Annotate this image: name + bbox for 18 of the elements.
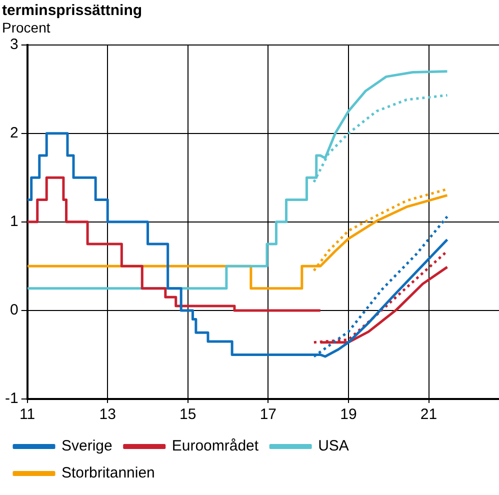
- chart-title: terminsprissättning: [2, 2, 142, 20]
- y-tick-label: 0: [10, 302, 18, 319]
- x-tick-label: 13: [99, 406, 116, 424]
- legend-label: Sverige: [62, 438, 112, 455]
- x-tick-label: 17: [260, 406, 277, 424]
- x-tick-label: 19: [340, 406, 357, 424]
- x-tick-label: 21: [420, 406, 438, 424]
- y-tick-label: 2: [10, 124, 18, 142]
- x-tick-label: 15: [180, 406, 196, 424]
- y-tick-label: -1: [4, 390, 18, 408]
- y-tick-label: 1: [10, 213, 18, 230]
- legend-label: Euroområdet: [172, 438, 260, 455]
- legend-label: USA: [318, 438, 349, 455]
- legend-label: Storbritannien: [62, 464, 155, 482]
- x-tick-label: 11: [20, 406, 36, 424]
- y-tick-label: 3: [10, 36, 18, 53]
- y-axis-title: Procent: [2, 19, 50, 36]
- line-series: [312, 250, 448, 344]
